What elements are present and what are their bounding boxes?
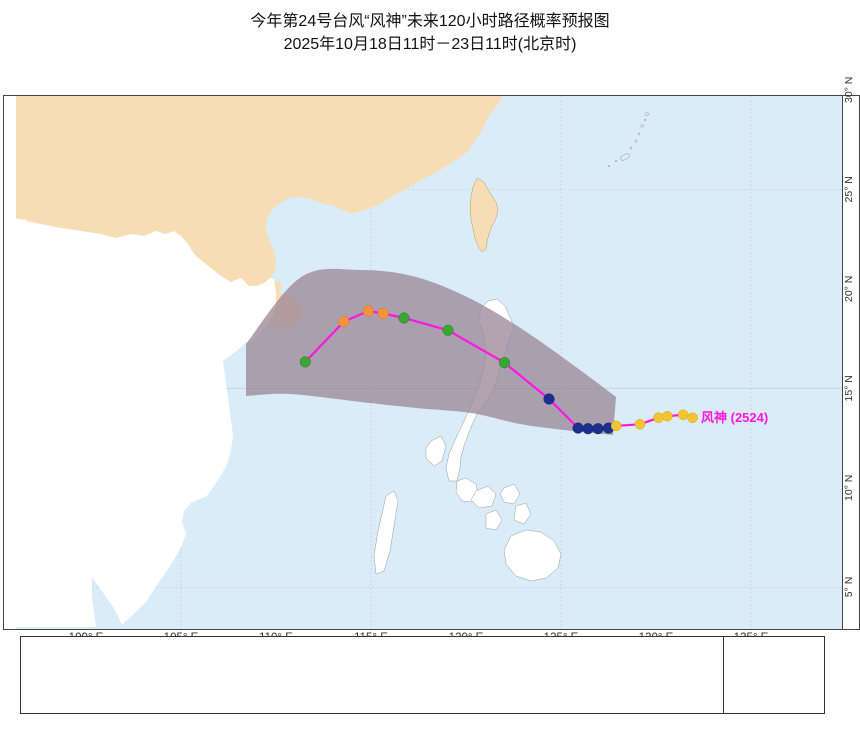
svg-text:25° N: 25° N xyxy=(843,176,855,202)
svg-text:15° N: 15° N xyxy=(843,375,855,401)
svg-text:10° N: 10° N xyxy=(843,475,855,501)
svg-text:5° N: 5° N xyxy=(843,577,855,598)
svg-text:30° N: 30° N xyxy=(843,77,855,103)
svg-text:风神 (2524): 风神 (2524) xyxy=(701,410,768,425)
svg-text:20° N: 20° N xyxy=(843,276,855,302)
